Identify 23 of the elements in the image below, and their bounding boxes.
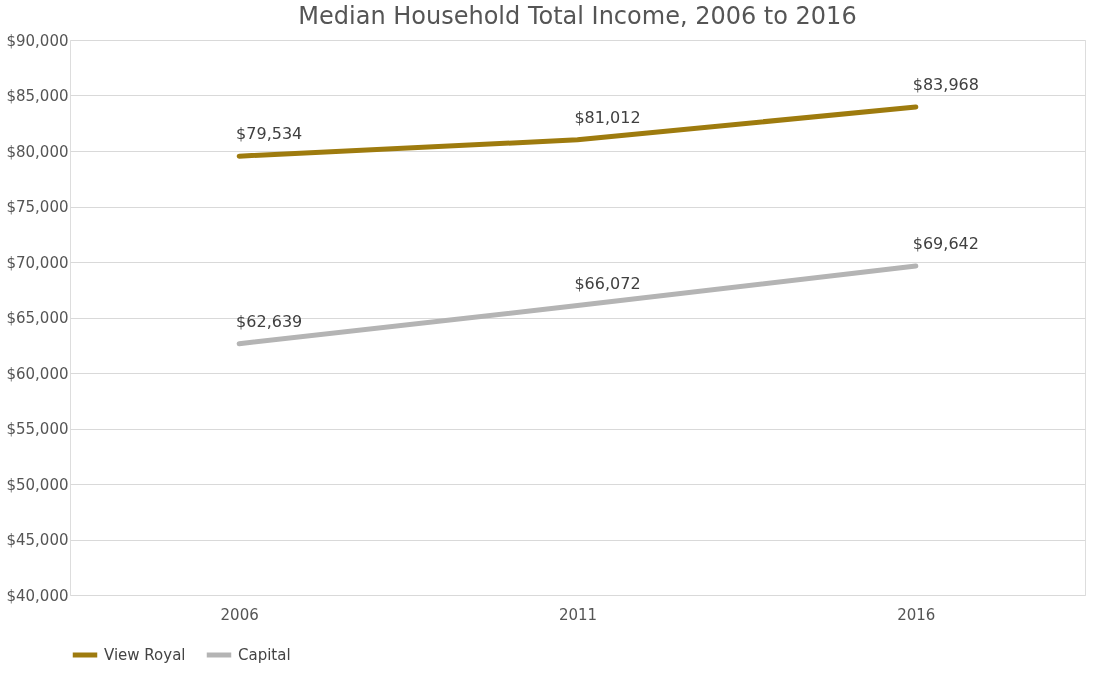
x-tick-label: 2011 [558, 605, 598, 624]
y-tick-label: $65,000 [6, 309, 69, 327]
data-label: $66,072 [574, 273, 641, 293]
x-tick-label: 2006 [220, 605, 259, 624]
chart-title: Median Household Total Income, 2006 to 2016 [298, 2, 857, 30]
data-label: $69,642 [912, 233, 979, 253]
data-label: $81,012 [574, 107, 641, 127]
y-tick-label: $45,000 [6, 531, 69, 549]
y-tick-label: $40,000 [6, 586, 69, 605]
y-tick-label: $75,000 [6, 198, 69, 216]
data-label: $62,639 [236, 311, 303, 331]
y-tick-label: $80,000 [6, 142, 69, 161]
y-tick-label: $60,000 [6, 364, 69, 383]
y-tick-label: $50,000 [6, 475, 69, 494]
y-tick-label: $70,000 [6, 253, 69, 272]
y-tick-label: $85,000 [6, 87, 69, 105]
y-tick-label: $90,000 [6, 31, 69, 50]
data-label: $83,968 [912, 74, 979, 94]
legend-label: Capital [238, 646, 291, 664]
x-tick-label: 2016 [897, 605, 936, 624]
y-tick-label: $55,000 [6, 420, 69, 438]
legend-label: View Royal [104, 646, 186, 664]
data-label: $79,534 [236, 124, 303, 144]
